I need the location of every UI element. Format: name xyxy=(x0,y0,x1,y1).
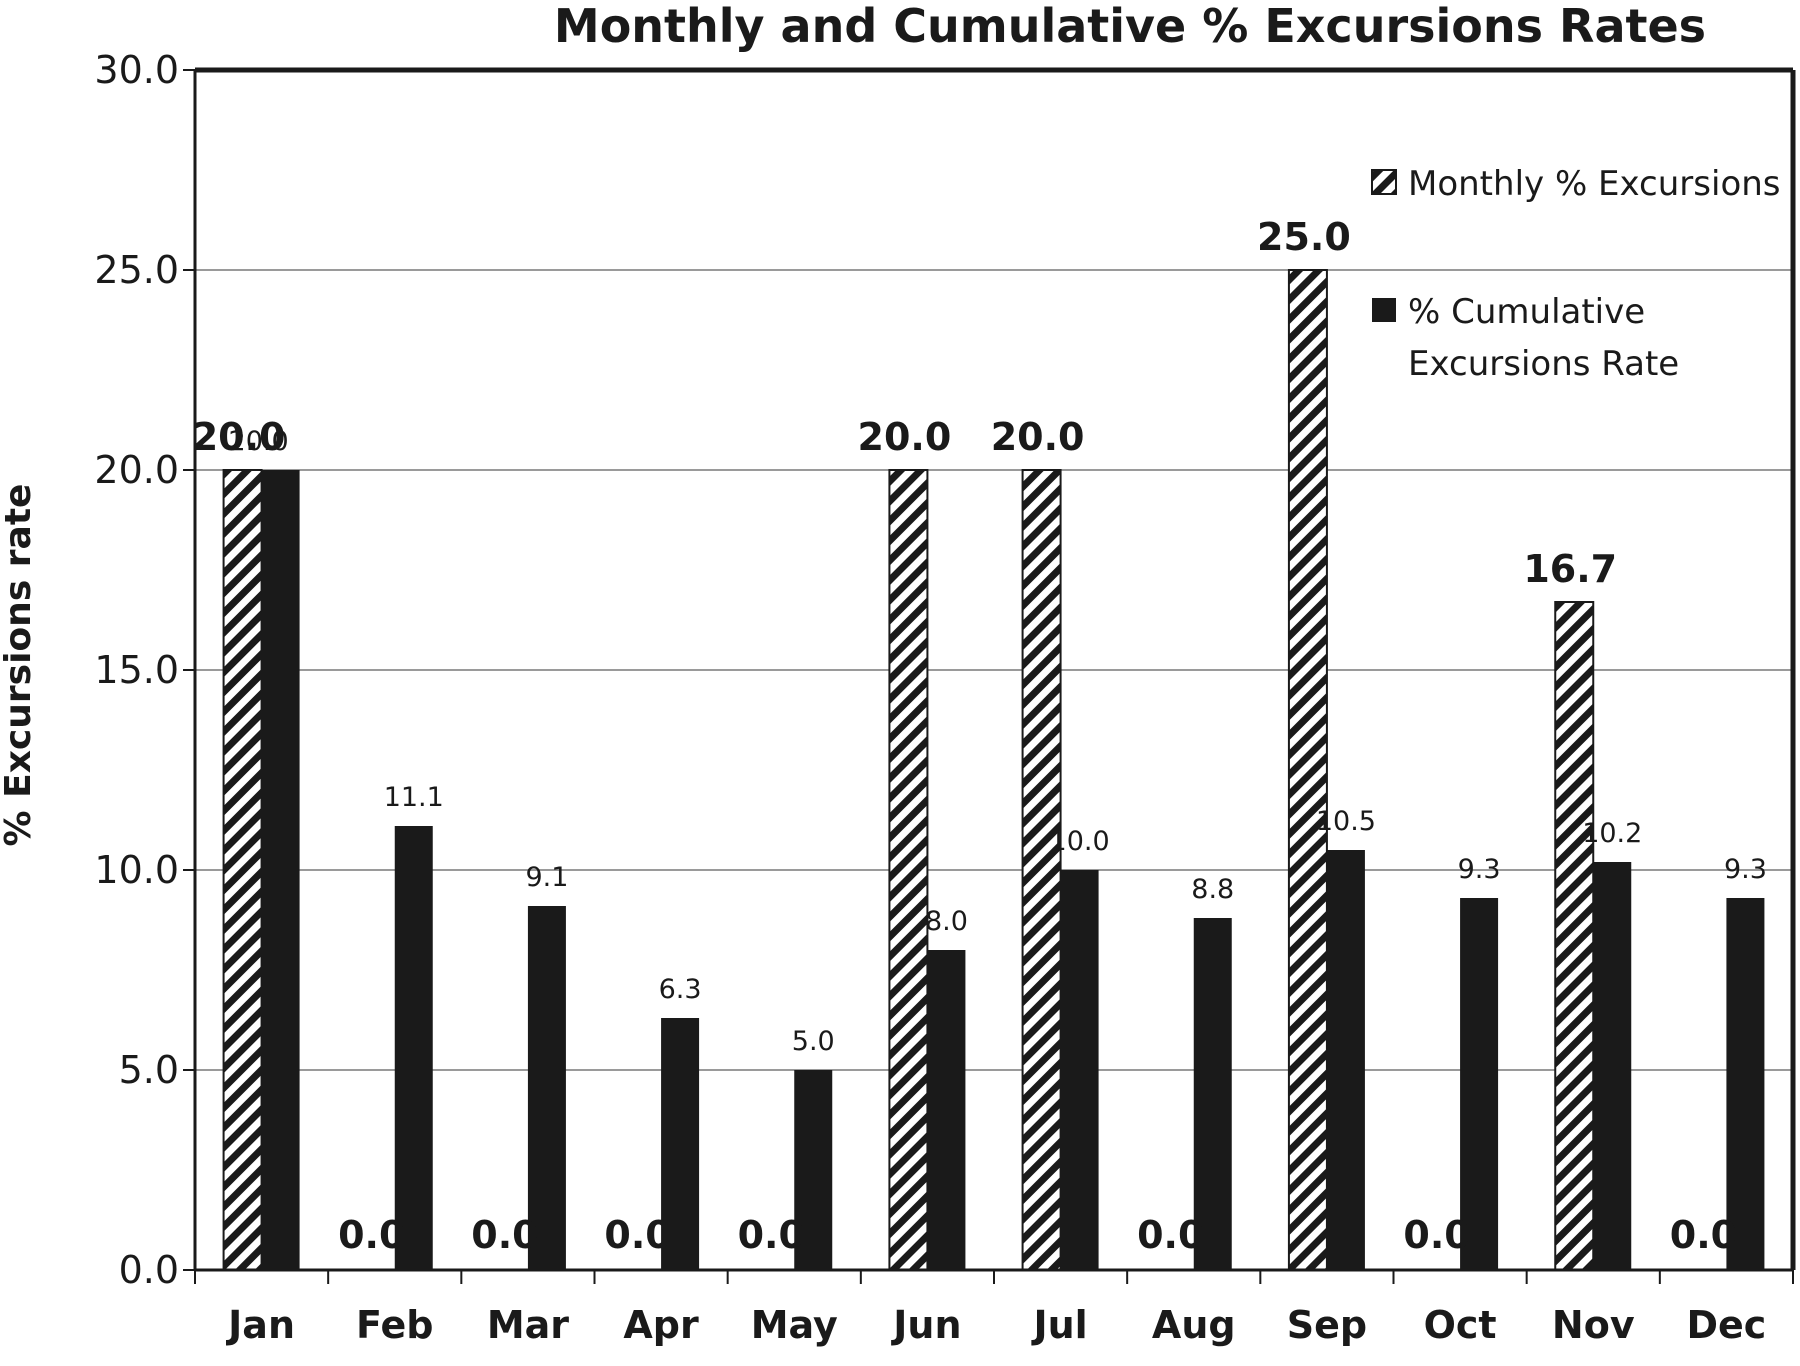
x-tick-label: Oct xyxy=(1424,1303,1497,1347)
bar-cumulative-jan xyxy=(261,470,300,1270)
legend-label-cumulative-line1: % Cumulative xyxy=(1408,292,1645,332)
legend-label-monthly: Monthly % Excursions xyxy=(1408,164,1781,204)
data-label-monthly-aug: 0.0 xyxy=(1137,1213,1204,1257)
y-tick-label: 5.0 xyxy=(119,1048,179,1092)
x-tick-label: Feb xyxy=(356,1303,433,1347)
y-tick-label: 25.0 xyxy=(94,248,179,292)
y-tick-label: 30.0 xyxy=(94,48,179,92)
y-tick-label: 15.0 xyxy=(94,648,179,692)
data-label-cumulative-jan: 20.0 xyxy=(229,426,289,457)
data-label-cumulative-aug: 8.8 xyxy=(1191,874,1234,905)
x-tick-label: Aug xyxy=(1152,1303,1236,1347)
bar-cumulative-aug xyxy=(1193,918,1232,1270)
y-tick-label: 20.0 xyxy=(94,448,179,492)
x-tick-label: Mar xyxy=(487,1303,569,1347)
y-tick-label: 0.0 xyxy=(119,1248,179,1292)
x-tick-label: Jan xyxy=(225,1303,295,1347)
data-label-monthly-nov: 16.7 xyxy=(1523,547,1617,591)
x-tick-label: Jul xyxy=(1030,1303,1087,1347)
bar-cumulative-mar xyxy=(527,906,566,1270)
data-label-cumulative-feb: 11.1 xyxy=(384,782,444,813)
data-label-monthly-jan: 20.0 xyxy=(192,415,286,459)
data-label-monthly-mar: 0.0 xyxy=(471,1213,538,1257)
x-tick-label: Dec xyxy=(1686,1303,1766,1347)
data-label-cumulative-apr: 6.3 xyxy=(659,974,702,1005)
data-label-cumulative-sep: 10.5 xyxy=(1316,806,1376,837)
data-label-cumulative-nov: 10.2 xyxy=(1582,818,1642,849)
data-label-monthly-oct: 0.0 xyxy=(1403,1213,1470,1257)
data-label-monthly-sep: 25.0 xyxy=(1257,215,1351,259)
data-label-cumulative-oct: 9.3 xyxy=(1458,854,1501,885)
y-axis-label: % Excursions rate xyxy=(0,484,39,847)
x-tick-label: May xyxy=(751,1303,838,1347)
legend: Monthly % Excursions % Cumulative Excursio… xyxy=(1371,164,1781,384)
bar-cumulative-jun xyxy=(927,950,966,1270)
bar-cumulative-feb xyxy=(394,826,433,1270)
bar-monthly-nov xyxy=(1554,601,1595,1271)
legend-swatch-cumulative xyxy=(1372,298,1396,322)
data-label-monthly-feb: 0.0 xyxy=(338,1213,405,1257)
data-label-monthly-apr: 0.0 xyxy=(604,1213,671,1257)
x-tick-label: Jun xyxy=(890,1303,961,1347)
bar-monthly-jan xyxy=(222,469,263,1271)
legend-swatch-monthly xyxy=(1371,169,1397,195)
bar-cumulative-dec xyxy=(1726,898,1765,1270)
data-label-cumulative-jul: 10.0 xyxy=(1050,826,1110,857)
data-label-monthly-jun: 20.0 xyxy=(858,415,952,459)
data-label-monthly-jul: 20.0 xyxy=(991,415,1085,459)
bar-monthly-sep xyxy=(1287,269,1328,1271)
chart-title: Monthly and Cumulative % Excursions Rate… xyxy=(554,0,1706,53)
bar-cumulative-oct xyxy=(1460,898,1499,1270)
x-tick-label: Apr xyxy=(623,1303,699,1347)
x-tick-label: Sep xyxy=(1287,1303,1367,1347)
x-tick-label: Nov xyxy=(1552,1303,1635,1347)
bar-monthly-jul xyxy=(1021,469,1062,1271)
bar-monthly-jun xyxy=(888,469,929,1271)
data-label-cumulative-mar: 9.1 xyxy=(525,862,568,893)
bar-cumulative-sep xyxy=(1326,850,1365,1270)
y-tick-label: 10.0 xyxy=(94,848,179,892)
data-label-cumulative-may: 5.0 xyxy=(792,1026,835,1057)
legend-label-cumulative-line2: Excursions Rate xyxy=(1408,344,1679,384)
data-label-cumulative-jun: 8.0 xyxy=(925,906,968,937)
bar-cumulative-jul xyxy=(1060,870,1099,1270)
data-label-monthly-may: 0.0 xyxy=(738,1213,805,1257)
bar-cumulative-may xyxy=(794,1070,833,1270)
bar-cumulative-apr xyxy=(661,1018,700,1270)
data-label-cumulative-dec: 9.3 xyxy=(1724,854,1767,885)
bar-cumulative-nov xyxy=(1593,862,1632,1270)
data-label-monthly-dec: 0.0 xyxy=(1670,1213,1737,1257)
